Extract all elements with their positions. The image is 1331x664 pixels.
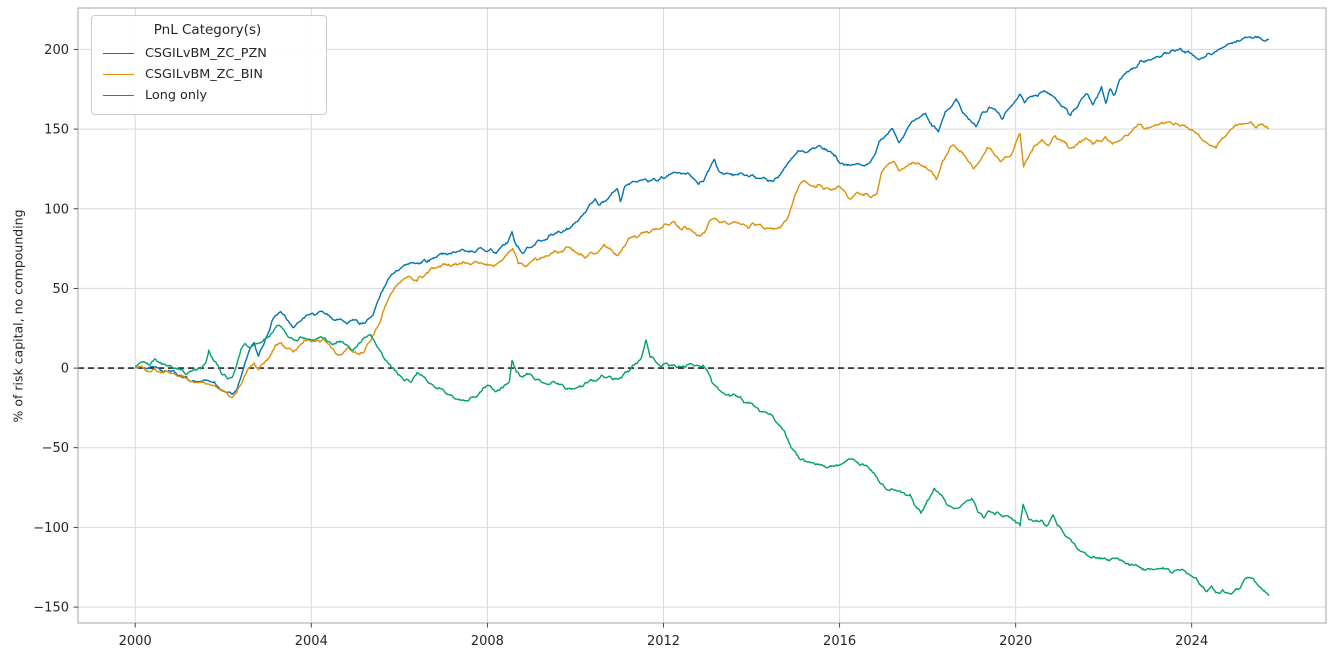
x-tick-label: 2024 bbox=[1175, 634, 1208, 649]
legend-item: Long only bbox=[103, 85, 312, 106]
y-tick-label: 100 bbox=[44, 202, 69, 217]
x-axis: 2000 2004 2008 2012 2016 2020 2024 bbox=[119, 623, 1208, 649]
legend-title: PnL Category(s) bbox=[153, 22, 262, 38]
x-tick-label: 2000 bbox=[119, 634, 152, 649]
y-tick-label: 50 bbox=[52, 282, 69, 297]
plot-border bbox=[77, 7, 1327, 624]
x-tick-label: 2004 bbox=[295, 634, 328, 649]
gridlines bbox=[78, 8, 1326, 623]
y-tick-label: 150 bbox=[44, 123, 69, 138]
series-line-sample-icon bbox=[103, 74, 134, 75]
x-tick-label: 2016 bbox=[823, 634, 856, 649]
series-line-sample-icon bbox=[103, 95, 134, 96]
y-axis-label: % of risk capital, no compounding bbox=[10, 209, 26, 423]
x-tick-label: 2012 bbox=[647, 634, 680, 649]
legend-label: Long only bbox=[145, 88, 208, 103]
series-line-sample-icon bbox=[103, 53, 134, 54]
series-line-CSGILvBM_ZC_PZN bbox=[134, 35, 1270, 395]
series-line-Long only bbox=[134, 324, 1270, 597]
y-tick-label: 0 bbox=[61, 362, 69, 377]
y-tick-label: −100 bbox=[33, 521, 69, 536]
legend-item: CSGILvBM_ZC_BIN bbox=[103, 64, 312, 85]
legend-label: CSGILvBM_ZC_BIN bbox=[145, 67, 263, 82]
y-tick-label: 200 bbox=[44, 43, 69, 58]
series-line-CSGILvBM_ZC_BIN bbox=[135, 121, 1270, 399]
x-tick-label: 2008 bbox=[471, 634, 504, 649]
y-axis: −150 −100 −50 0 50 100 150 200 bbox=[33, 43, 78, 616]
legend-label: CSGILvBM_ZC_PZN bbox=[145, 46, 267, 61]
legend-item: CSGILvBM_ZC_PZN bbox=[103, 43, 312, 64]
legend: PnL Category(s) CSGILvBM_ZC_PZN CSGILvBM… bbox=[91, 15, 327, 115]
x-tick-label: 2020 bbox=[999, 634, 1032, 649]
y-tick-label: −50 bbox=[42, 441, 69, 456]
y-tick-label: −150 bbox=[33, 601, 69, 616]
